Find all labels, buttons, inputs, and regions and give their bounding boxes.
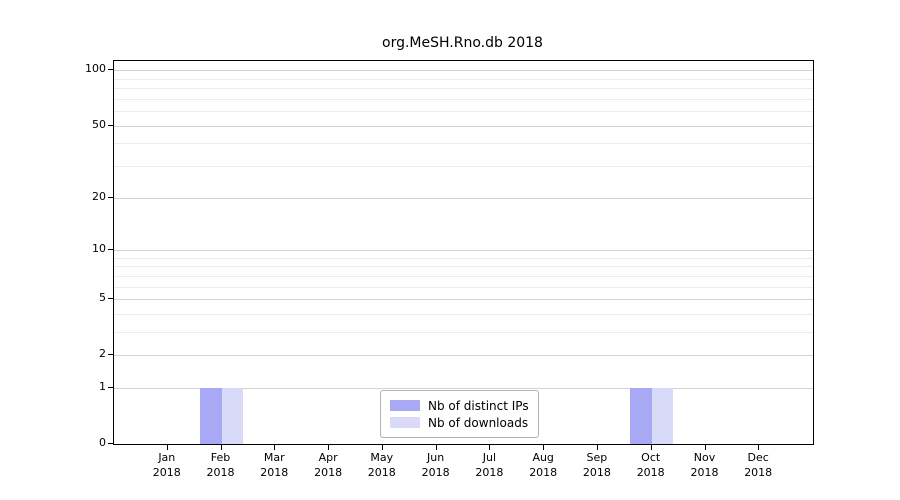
bar-feb-ips — [200, 387, 222, 444]
plot-area — [113, 60, 814, 445]
y-tick-label: 20 — [92, 189, 106, 203]
minor-gridline — [114, 111, 813, 113]
minor-gridline — [114, 99, 813, 100]
minor-gridline — [114, 275, 813, 277]
y-tick-label: 100 — [85, 62, 106, 76]
legend-item: Nb of distinct IPs — [390, 397, 529, 414]
x-tickmark — [274, 445, 276, 450]
major-gridline — [114, 197, 813, 199]
legend-swatch-downloads — [390, 417, 420, 428]
x-tickmark — [489, 445, 491, 450]
major-gridline — [114, 387, 813, 389]
y-tick-label: 50 — [92, 117, 106, 131]
x-tick-label: Oct 2018 — [636, 451, 665, 479]
bar-oct-ips — [630, 387, 652, 444]
x-tick-label: Jan 2018 — [152, 451, 181, 479]
x-tick-label: Jul 2018 — [475, 451, 504, 479]
major-gridline — [114, 299, 813, 300]
x-tickmark — [758, 445, 760, 450]
legend-label: Nb of downloads — [428, 415, 529, 430]
x-tickmark — [435, 445, 437, 450]
x-tick-label: Mar 2018 — [260, 451, 289, 479]
y-tickmark — [108, 124, 113, 126]
minor-gridline — [114, 88, 813, 90]
legend: Nb of distinct IPs Nb of downloads — [380, 390, 539, 438]
y-tick-label: 0 — [99, 436, 106, 449]
minor-gridline — [114, 257, 813, 259]
x-tick-label: Feb 2018 — [206, 451, 235, 479]
minor-gridline — [114, 166, 813, 167]
y-tickmark — [108, 248, 113, 250]
x-tickmark — [704, 445, 706, 450]
x-tick-label: Aug 2018 — [529, 451, 558, 479]
y-tick-label: 10 — [92, 241, 106, 255]
chart-title: org.MeSH.Rno.db 2018 — [382, 35, 543, 51]
major-gridline — [114, 125, 813, 127]
x-tick-label: May 2018 — [367, 451, 396, 479]
bar-oct-downloads — [651, 387, 674, 444]
x-tickmark — [166, 445, 168, 450]
y-tickmark — [108, 196, 113, 198]
minor-gridline — [114, 286, 813, 288]
y-tickmark — [108, 298, 113, 299]
legend-swatch-distinct-ips — [390, 400, 420, 411]
minor-gridline — [114, 331, 813, 333]
legend-label: Nb of distinct IPs — [428, 398, 529, 413]
x-tick-label: Dec 2018 — [744, 451, 773, 479]
x-tick-label: Nov 2018 — [690, 451, 719, 479]
x-tickmark — [650, 445, 652, 450]
minor-gridline — [114, 266, 813, 268]
x-tickmark — [543, 445, 545, 450]
y-tick-label: 2 — [99, 347, 106, 361]
minor-gridline — [114, 143, 813, 145]
y-tick-label: 1 — [99, 379, 106, 393]
minor-gridline — [114, 313, 813, 315]
minor-gridline — [114, 78, 813, 80]
legend-item: Nb of downloads — [390, 414, 529, 431]
x-tick-label: Jun 2018 — [421, 451, 450, 479]
x-tickmark — [596, 445, 598, 450]
y-tickmark — [108, 386, 113, 388]
bar-feb-downloads — [221, 387, 243, 444]
major-gridline — [114, 355, 813, 357]
y-tickmark — [108, 354, 113, 356]
x-tick-label: Apr 2018 — [314, 451, 343, 479]
x-tickmark — [328, 445, 330, 450]
y-tickmark — [108, 443, 113, 444]
x-tick-label: Sep 2018 — [582, 451, 611, 479]
major-gridline — [114, 249, 813, 251]
y-tickmark — [108, 69, 113, 71]
major-gridline — [114, 70, 813, 72]
y-tick-label: 5 — [99, 291, 106, 304]
x-tickmark — [220, 445, 222, 450]
x-tickmark — [381, 445, 383, 450]
